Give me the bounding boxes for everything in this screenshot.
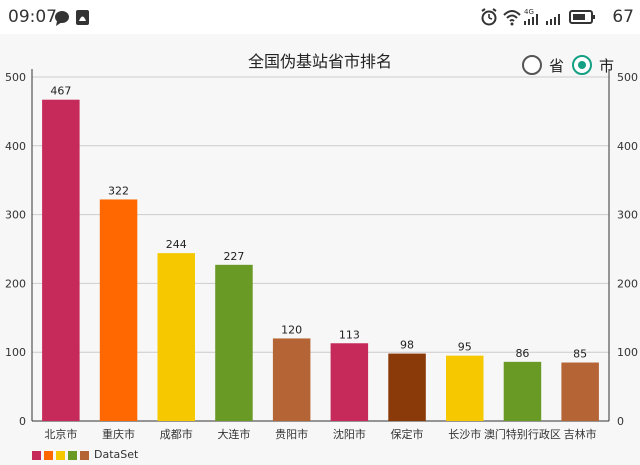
bar[interactable]: [272, 338, 311, 421]
legend-swatch: [56, 451, 65, 460]
y-tick-label-right: 300: [617, 209, 638, 222]
chart-title: 全国伪基站省市排名: [247, 52, 392, 71]
x-tick-label: 沈阳市: [333, 427, 366, 441]
data-label: 113: [339, 328, 360, 341]
chat-bubble-icon: [55, 11, 69, 26]
radio-city-dot: [578, 61, 586, 69]
y-tick-label-left: 200: [5, 277, 26, 290]
x-tick-label: 澳门特别行政区: [484, 427, 561, 441]
legend-swatch: [44, 451, 53, 460]
radio-province-label: 省: [549, 57, 565, 75]
network-label: 4G: [524, 8, 534, 16]
x-tick-label: 成都市: [160, 427, 193, 441]
x-tick-label: 贵阳市: [275, 427, 308, 441]
data-label: 244: [166, 238, 187, 251]
y-tick-label-left: 500: [5, 71, 26, 84]
y-tick-label-right: 500: [617, 71, 638, 84]
bar[interactable]: [42, 99, 80, 421]
x-tick-label: 保定市: [391, 427, 424, 441]
bar[interactable]: [330, 343, 369, 421]
notification-bell-icon: [76, 10, 89, 25]
data-label: 227: [223, 250, 244, 263]
data-label: 85: [573, 348, 587, 361]
bar[interactable]: [99, 199, 138, 421]
data-label: 95: [458, 341, 472, 354]
y-tick-label-right: 100: [617, 346, 638, 359]
y-tick-label-left: 100: [5, 346, 26, 359]
status-time: 09:07: [8, 7, 57, 27]
battery-percent: 67: [612, 7, 634, 27]
data-label: 467: [50, 85, 71, 98]
x-tick-label: 吉林市: [564, 427, 597, 441]
cellular-icon: [546, 14, 560, 25]
alarm-icon: [481, 8, 497, 26]
y-tick-label-right: 200: [617, 277, 638, 290]
bar[interactable]: [157, 253, 196, 421]
data-label: 98: [400, 339, 414, 352]
cellular-4g-icon: 4G: [524, 8, 538, 25]
data-label: 322: [108, 184, 129, 197]
y-tick-label-left: 0: [19, 415, 26, 428]
x-tick-label: 北京市: [44, 427, 77, 441]
y-tick-label-right: 400: [617, 140, 638, 153]
battery-icon: [569, 10, 595, 24]
bar[interactable]: [445, 355, 484, 421]
data-label: 86: [515, 347, 529, 360]
legend-label: DataSet: [94, 448, 139, 461]
bar[interactable]: [561, 362, 599, 421]
radio-province-circle[interactable]: [522, 55, 542, 75]
legend-swatch: [80, 451, 89, 460]
bar[interactable]: [215, 264, 253, 421]
y-tick-label-left: 300: [5, 209, 26, 222]
radio-city-label: 市: [599, 57, 615, 75]
status-right-icons: 4G: [480, 7, 600, 31]
y-tick-label-right: 0: [617, 415, 624, 428]
y-tick-label-left: 400: [5, 140, 26, 153]
wifi-icon: [503, 10, 521, 26]
data-label: 120: [281, 323, 302, 336]
status-bar: 09:07: [0, 0, 640, 34]
x-tick-label: 大连市: [217, 427, 250, 441]
x-tick-label: 重庆市: [102, 427, 135, 441]
legend-swatch: [68, 451, 77, 460]
status-left-icons: [54, 9, 94, 31]
bar[interactable]: [388, 353, 426, 421]
legend-swatch: [32, 451, 41, 460]
x-tick-label: 长沙市: [448, 427, 481, 441]
radio-city-circle[interactable]: [572, 55, 592, 75]
bar[interactable]: [503, 361, 542, 421]
